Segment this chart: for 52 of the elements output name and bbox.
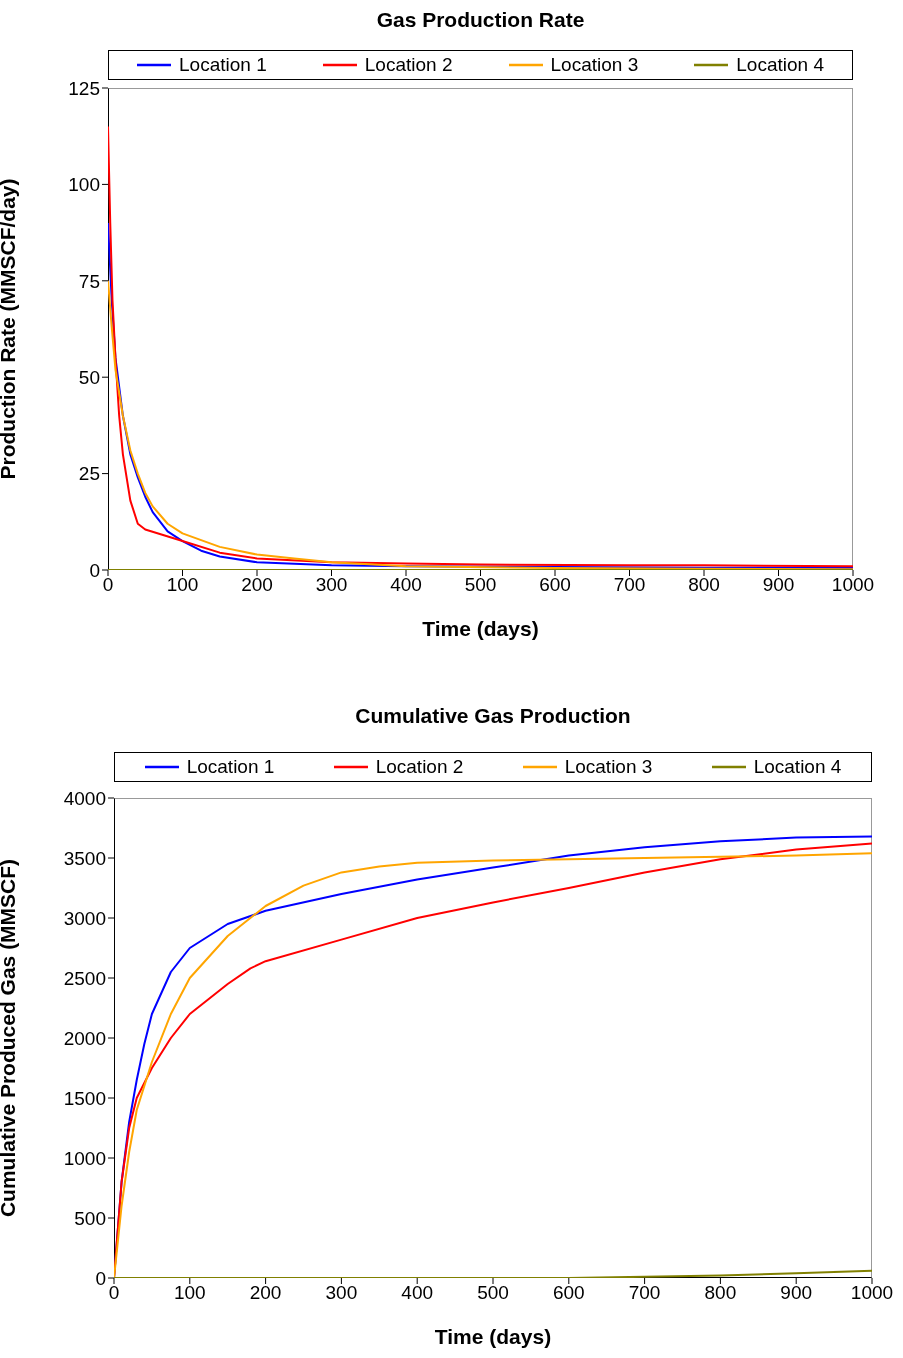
x-tick-label: 1000 (831, 574, 875, 596)
x-tick-label: 700 (628, 1282, 661, 1304)
y-tick-label: 0 (95, 1267, 106, 1289)
x-tick-label: 400 (401, 1282, 434, 1304)
x-tick-label: 300 (315, 574, 348, 596)
y-tick-label: 2000 (63, 1027, 106, 1049)
legend-label: Location 4 (736, 54, 824, 76)
x-tick-label: 400 (390, 574, 422, 596)
y-tick-label: 0 (89, 559, 100, 581)
y-tick-label: 75 (78, 270, 100, 292)
y-axis-title: Production Rate (MMSCF/day) (0, 178, 20, 480)
legend-label: Location 3 (564, 756, 653, 778)
x-tick-label: 300 (325, 1282, 358, 1304)
y-tick-label: 25 (78, 463, 100, 485)
x-tick-label: 900 (762, 574, 795, 596)
x-axis-title: Time (days) (434, 1325, 552, 1348)
y-tick-label: 3500 (63, 847, 106, 869)
y-axis-title: Cumulative Produced Gas (MMSCF) (0, 858, 20, 1218)
x-tick-label: 100 (166, 574, 199, 596)
y-tick-label: 100 (68, 174, 100, 196)
x-tick-label: 700 (613, 574, 646, 596)
x-axis-title: Time (days) (422, 617, 539, 640)
y-tick-label: 3000 (63, 907, 106, 929)
chart-title: Cumulative Gas Production (354, 704, 632, 728)
x-tick-label: 1000 (850, 1282, 894, 1304)
legend-label: Location 3 (550, 54, 639, 76)
legend-label: Location 2 (375, 756, 464, 778)
y-tick-label: 4000 (63, 787, 106, 809)
chart-title: Gas Production Rate (375, 8, 586, 32)
y-tick-label: 125 (68, 77, 100, 99)
x-tick-label: 200 (241, 574, 273, 596)
line-series (114, 1269, 872, 1278)
x-tick-label: 500 (464, 574, 497, 596)
y-tick-label: 2500 (63, 967, 106, 989)
y-tick-label: 1000 (63, 1147, 106, 1169)
x-tick-label: 100 (173, 1282, 206, 1304)
x-tick-label: 500 (477, 1282, 509, 1304)
legend-label: Location 2 (364, 54, 453, 76)
x-tick-label: 900 (780, 1282, 813, 1304)
x-tick-label: 0 (108, 1282, 120, 1304)
y-tick-label: 1500 (63, 1087, 106, 1109)
y-tick-label: 50 (78, 366, 100, 388)
line-series (108, 279, 853, 570)
x-tick-label: 600 (539, 574, 571, 596)
x-tick-label: 800 (688, 574, 720, 596)
legend-label: Location 1 (186, 756, 275, 778)
legend-label: Location 4 (753, 756, 842, 778)
x-tick-label: 200 (249, 1282, 282, 1304)
x-tick-label: 800 (704, 1282, 737, 1304)
legend-label: Location 1 (179, 54, 267, 76)
x-tick-label: 600 (552, 1282, 585, 1304)
y-tick-label: 500 (74, 1207, 106, 1229)
